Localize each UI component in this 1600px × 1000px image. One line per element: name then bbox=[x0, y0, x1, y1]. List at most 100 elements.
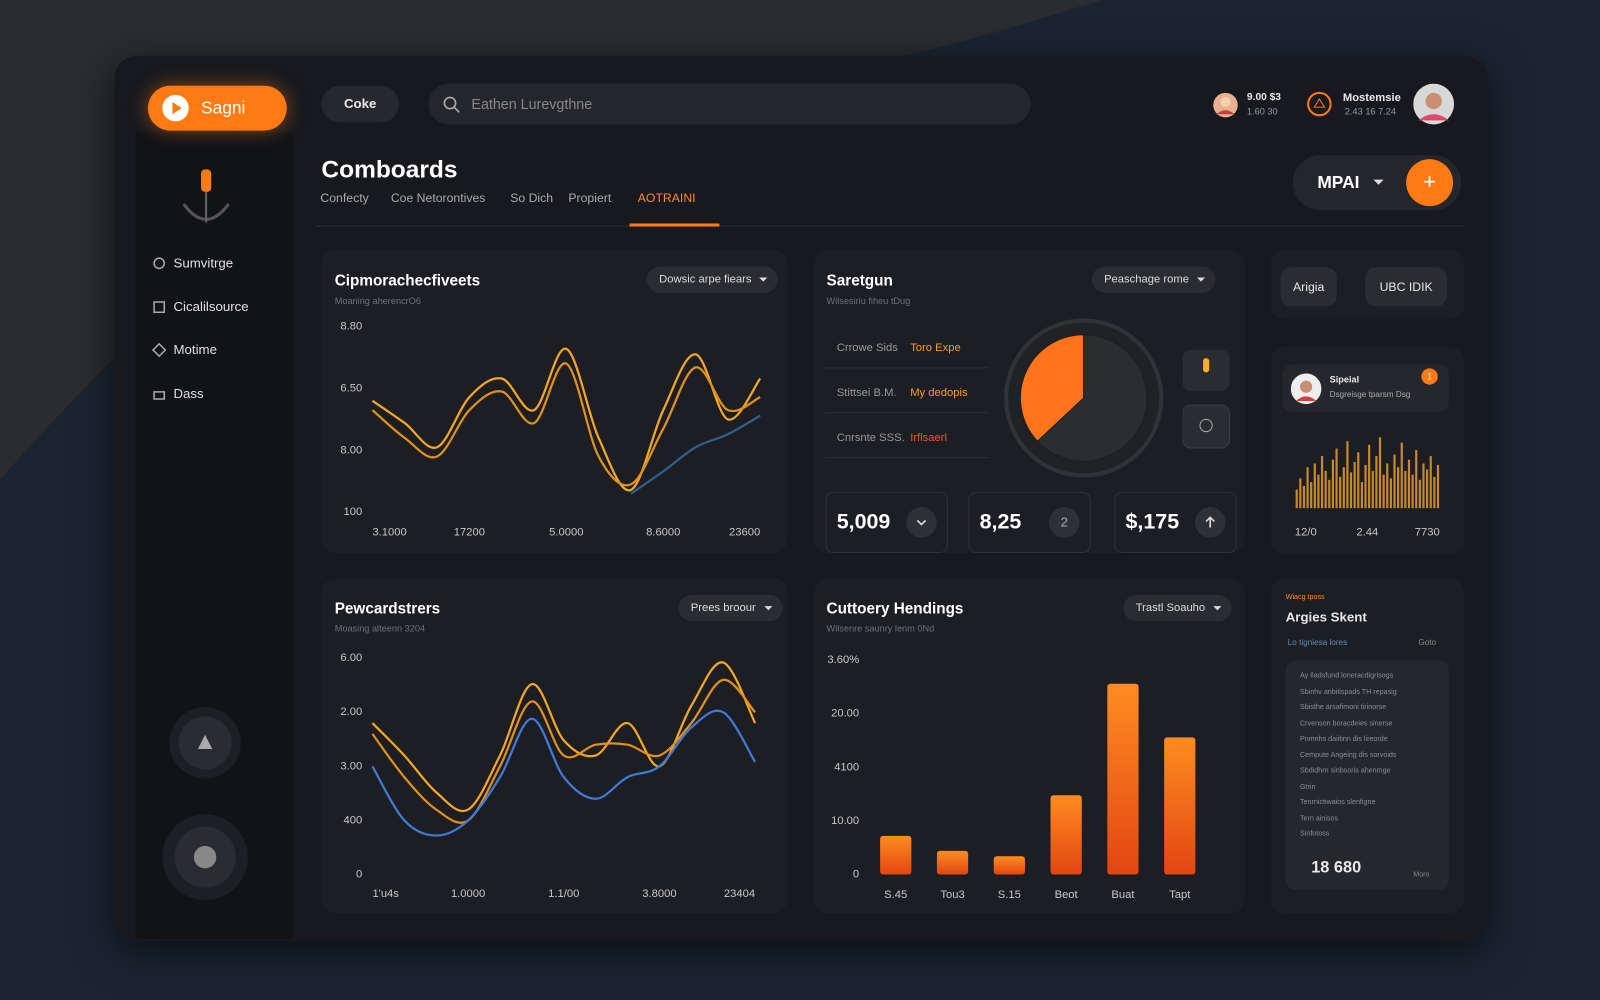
x-tick-label: S.45 bbox=[884, 889, 907, 901]
search-box[interactable]: Eathen Lurevgthne bbox=[428, 83, 1031, 125]
stat-box: 8,25 2 bbox=[968, 491, 1091, 554]
text-line: Sbinhv anbitispads TH repasig bbox=[1299, 688, 1397, 696]
brand-mark bbox=[182, 169, 230, 223]
add-button[interactable]: + bbox=[1406, 159, 1454, 207]
stat-button[interactable]: 2 bbox=[1048, 507, 1080, 538]
bar bbox=[1429, 456, 1432, 509]
bar bbox=[1375, 456, 1378, 509]
card-text: Dsgreisge tparsm Dsg bbox=[1329, 389, 1411, 399]
nav-item[interactable]: Sumvitrge bbox=[173, 255, 234, 271]
y-tick-label: 3.60% bbox=[827, 654, 859, 666]
row-label: Cnrsnte SSS. bbox=[836, 431, 905, 444]
bar bbox=[1339, 476, 1342, 509]
dropdown[interactable]: Dowsic arpe fiears bbox=[646, 266, 779, 293]
x-tick-label: 3.8000 bbox=[642, 888, 676, 900]
bar bbox=[936, 850, 969, 875]
panel-subtitle: Moasing alteenn 3204 bbox=[334, 623, 426, 634]
logo-button[interactable]: Sagni bbox=[147, 85, 287, 131]
bar bbox=[1360, 482, 1363, 509]
play-icon bbox=[162, 94, 189, 122]
stat-button[interactable] bbox=[906, 507, 937, 538]
dropdown[interactable]: Peaschage rome bbox=[1091, 266, 1216, 293]
nav-item[interactable]: Dass bbox=[173, 385, 204, 401]
panel: Cuttoery Hendings Wilsenre saunry lenm 0… bbox=[813, 578, 1245, 914]
row-divider bbox=[825, 412, 989, 414]
figure: 18 680 bbox=[1311, 859, 1362, 877]
row-label: Stittsei B.M. bbox=[836, 386, 897, 399]
sidebar-buttons[interactable] bbox=[153, 694, 257, 908]
dropdown[interactable]: Trastl Soauho bbox=[1123, 594, 1232, 622]
row-divider bbox=[825, 457, 989, 459]
bar bbox=[1353, 461, 1356, 509]
badge: 1 bbox=[1421, 368, 1438, 385]
bar bbox=[880, 835, 912, 875]
y-tick-label: 8.80 bbox=[340, 320, 362, 332]
bar bbox=[1317, 474, 1320, 509]
y-tick-label: 10.00 bbox=[831, 815, 859, 827]
bar bbox=[1378, 437, 1382, 509]
bar bbox=[1320, 456, 1324, 509]
tab[interactable]: So Dich bbox=[510, 190, 554, 206]
line bbox=[371, 709, 757, 837]
text-line: Gtrin bbox=[1299, 783, 1316, 791]
y-tick-label: 6.50 bbox=[340, 382, 362, 394]
button[interactable]: Arigia bbox=[1280, 267, 1337, 307]
bar bbox=[1436, 464, 1440, 509]
badge-icon[interactable] bbox=[1306, 91, 1333, 118]
panel: Saretgun Wilsesiriu fiheu tDug Peaschage… bbox=[813, 249, 1245, 554]
tab-underline bbox=[629, 223, 720, 227]
stat-button[interactable] bbox=[1194, 507, 1226, 538]
tab[interactable]: AOTRAINI bbox=[637, 190, 696, 206]
button[interactable]: UBC IDIK bbox=[1365, 267, 1447, 307]
bar bbox=[1426, 469, 1429, 509]
user-stat: 1.60 30 bbox=[1246, 106, 1278, 117]
bar bbox=[1389, 478, 1392, 509]
nav-item[interactable]: Motime bbox=[173, 341, 217, 358]
link[interactable]: Goto bbox=[1418, 637, 1437, 647]
pie-slice bbox=[1036, 334, 1148, 462]
pie-chart bbox=[1004, 318, 1164, 478]
pill[interactable]: Coke bbox=[321, 85, 399, 123]
nav-item[interactable]: Cicalilsource bbox=[173, 298, 249, 314]
stat-value: 8,25 bbox=[979, 510, 1022, 534]
bar bbox=[1310, 482, 1313, 509]
tab[interactable]: Confecty bbox=[320, 190, 369, 206]
selector[interactable]: MPAI + bbox=[1292, 155, 1462, 211]
panel-title: Cipmorachecfiveets bbox=[334, 272, 481, 290]
avatar bbox=[1213, 92, 1238, 118]
bar bbox=[1335, 448, 1338, 509]
x-tick-label: 7730 bbox=[1415, 527, 1440, 539]
panel: Pewcardstrers Moasing alteenn 3204 Prees… bbox=[321, 578, 788, 914]
text-line: Sbisthe arsafimoni tirinorse bbox=[1299, 704, 1387, 712]
tab[interactable]: Propiert bbox=[568, 190, 612, 206]
profile-photo[interactable] bbox=[1413, 83, 1455, 125]
bar bbox=[1324, 470, 1327, 509]
card[interactable]: Sipeial Dsgreisge tparsm Dsg 1 bbox=[1282, 364, 1449, 413]
bar-chart: 3.60% 20.00 4100 10.00 0 S.45 Tou3 S.15 Beot Buat… bbox=[827, 654, 1196, 901]
panel-title: Pewcardstrers bbox=[334, 599, 441, 618]
bar bbox=[1382, 474, 1385, 509]
pie-slice bbox=[1019, 334, 1085, 442]
y-tick-label: 6.00 bbox=[340, 652, 362, 664]
bar bbox=[1364, 464, 1367, 509]
search-placeholder: Eathen Lurevgthne bbox=[471, 95, 593, 113]
text-line: Sinfotoss bbox=[1299, 830, 1330, 838]
tab[interactable]: Coe Netorontives bbox=[390, 190, 486, 206]
bar bbox=[1400, 442, 1403, 509]
bar bbox=[1342, 467, 1345, 509]
bar bbox=[1418, 479, 1421, 509]
bar bbox=[993, 856, 1025, 875]
mini-icons[interactable] bbox=[1182, 349, 1232, 452]
x-tick-label: 1.1/00 bbox=[548, 888, 579, 900]
dropdown[interactable]: Prees broour bbox=[678, 594, 783, 622]
y-tick-label: 8.00 bbox=[340, 444, 362, 456]
y-tick-label: 20.00 bbox=[831, 708, 859, 720]
bar bbox=[1397, 467, 1400, 509]
selector-text: MPAI bbox=[1317, 172, 1360, 192]
y-tick-label: 4100 bbox=[834, 761, 859, 773]
panel-title: Saretgun bbox=[826, 272, 893, 290]
bar bbox=[1422, 463, 1425, 509]
more-link[interactable]: Moro bbox=[1413, 871, 1430, 879]
text-line: Sbdidhrn sinbsoris ahenmge bbox=[1299, 767, 1391, 775]
